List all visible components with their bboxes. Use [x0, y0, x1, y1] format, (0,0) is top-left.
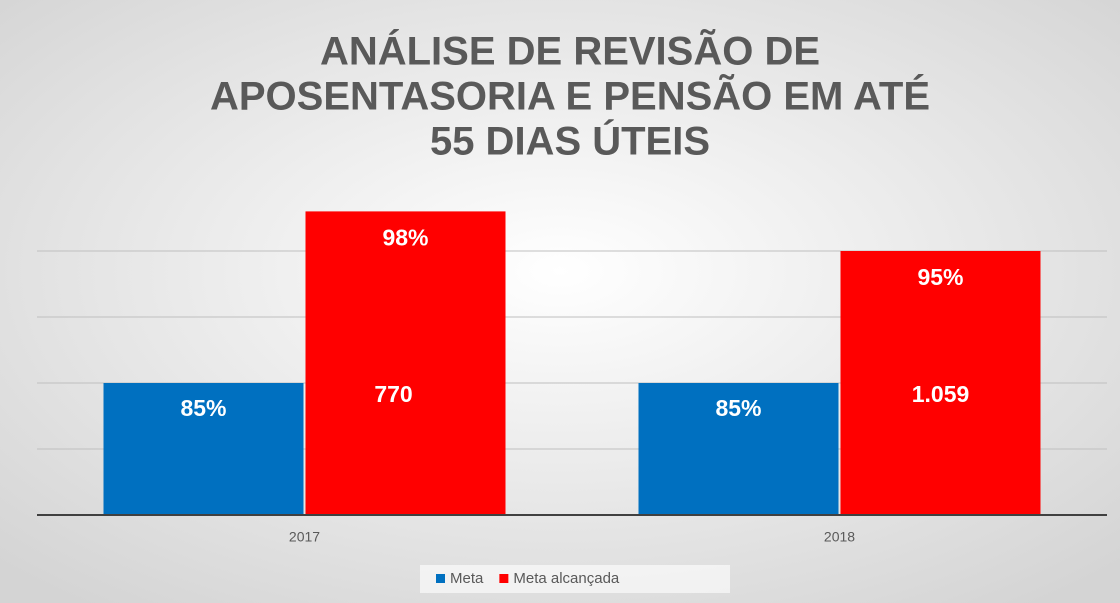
bar: [305, 211, 506, 515]
value-label: 98%: [382, 224, 428, 250]
chart-title: APOSENTASORIA E PENSÃO EM ATÉ: [210, 73, 930, 119]
chart-title: 55 DIAS ÚTEIS: [430, 118, 710, 164]
value-label: 85%: [715, 395, 761, 421]
chart-title: ANÁLISE DE REVISÃO DE: [320, 28, 820, 74]
bar: [103, 383, 304, 515]
bar: [840, 251, 1041, 515]
legend-label: Meta alcançada: [513, 570, 620, 587]
x-tick-label: 2018: [824, 529, 855, 545]
count-label: 1.059: [912, 381, 970, 407]
x-tick-label: 2017: [289, 529, 320, 545]
value-label: 95%: [917, 264, 963, 290]
count-label: 770: [374, 381, 412, 407]
legend-label: Meta: [450, 570, 484, 587]
legend-box: [420, 565, 730, 593]
value-label: 85%: [180, 395, 226, 421]
bar: [638, 383, 839, 515]
legend-swatch: [499, 574, 509, 583]
legend-swatch: [436, 574, 445, 583]
